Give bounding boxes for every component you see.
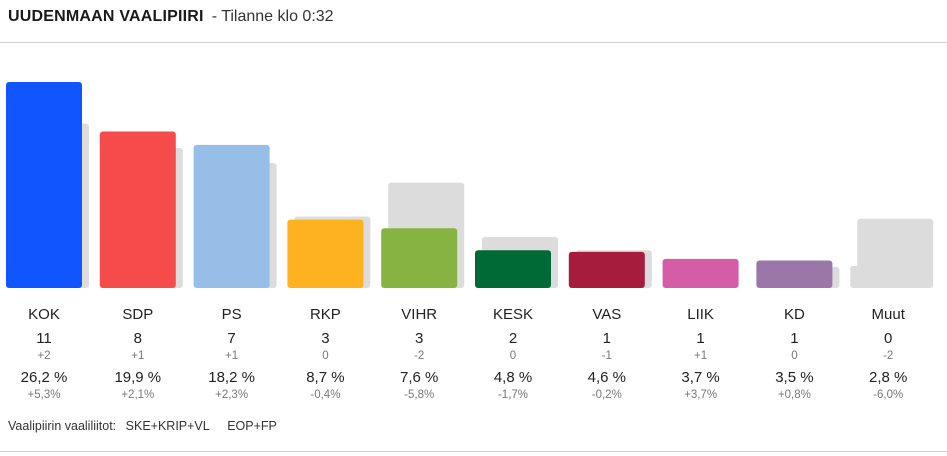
party-label: PS xyxy=(222,306,242,323)
party-label: SDP xyxy=(122,306,153,323)
party-label: LIIK xyxy=(687,306,714,323)
seat-change: 0 xyxy=(510,350,516,362)
status-time: - Tilanne klo 0:32 xyxy=(211,8,334,25)
vote-share: 4,6 % xyxy=(588,369,626,386)
vote-share-change: +0,8% xyxy=(778,389,811,401)
footer-divider xyxy=(0,451,947,452)
seat-change: -1 xyxy=(602,350,612,362)
chart-header: UUDENMAAN VAALIPIIRI - Tilanne klo 0:32 xyxy=(8,8,334,32)
vote-share: 2,8 % xyxy=(869,369,907,386)
seat-count: 11 xyxy=(36,330,52,347)
vote-share: 8,7 % xyxy=(306,369,344,386)
vote-share-change: -5,8% xyxy=(404,389,434,401)
vote-share-change: +2,3% xyxy=(215,389,248,401)
party-bar-ps xyxy=(193,144,270,288)
seat-count: 3 xyxy=(415,330,423,347)
vote-share-change: -1,7% xyxy=(498,389,528,401)
vote-share: 4,8 % xyxy=(494,369,532,386)
vote-share-change: +5,3% xyxy=(28,389,61,401)
vote-share: 26,2 % xyxy=(21,369,68,386)
vote-share: 7,6 % xyxy=(400,369,438,386)
alliance-item: SKE+KRIP+VL xyxy=(125,419,210,433)
seat-count: 0 xyxy=(884,330,892,347)
party-bar-kok xyxy=(6,82,82,288)
party-label: RKP xyxy=(310,306,341,323)
seat-count: 1 xyxy=(696,330,704,347)
vote-share-change: -0,2% xyxy=(592,389,622,401)
party-bar-rkp xyxy=(287,219,364,288)
seat-change: 0 xyxy=(322,350,328,362)
vote-share-change: +2,1% xyxy=(121,389,154,401)
party-bar-kesk xyxy=(475,250,551,288)
seat-count: 7 xyxy=(227,330,235,347)
chart-title: UUDENMAAN VAALIPIIRI xyxy=(8,8,204,25)
party-bar-liik xyxy=(662,258,739,288)
party-label: VAS xyxy=(592,306,621,323)
seat-count: 2 xyxy=(509,330,517,347)
seat-change: +1 xyxy=(694,350,707,362)
seat-count: 8 xyxy=(134,330,142,347)
alliances-line: Vaalipiirin vaaliliitot: SKE+KRIP+VL EOP… xyxy=(8,419,291,433)
seat-count: 1 xyxy=(790,330,798,347)
seat-change: +1 xyxy=(225,350,238,362)
seat-change: +1 xyxy=(131,350,144,362)
vote-share: 18,2 % xyxy=(208,369,255,386)
vote-share-change: -0,4% xyxy=(310,389,340,401)
party-bar-vas xyxy=(568,251,645,288)
vote-share: 3,5 % xyxy=(775,369,813,386)
seat-count: 1 xyxy=(603,330,611,347)
seat-change: -2 xyxy=(414,350,424,362)
party-bar-sdp xyxy=(99,131,176,288)
alliance-item: EOP+FP xyxy=(227,419,277,433)
party-label: KOK xyxy=(28,306,60,323)
party-bar-kd xyxy=(756,260,833,288)
party-label: Muut xyxy=(872,306,906,323)
party-label: KESK xyxy=(493,306,533,323)
vote-share-change: +3,7% xyxy=(684,389,717,401)
vote-share: 19,9 % xyxy=(114,369,161,386)
seat-change: +2 xyxy=(37,350,50,362)
seat-change: 0 xyxy=(791,350,797,362)
party-bar-muut xyxy=(850,265,927,288)
party-label: VIHR xyxy=(401,306,437,323)
alliances-label: Vaalipiirin vaaliliitot: xyxy=(8,419,117,433)
seat-change: -2 xyxy=(883,350,893,362)
vote-share-change: -6,0% xyxy=(873,389,903,401)
party-bar-vihr xyxy=(381,228,458,288)
seat-count: 3 xyxy=(321,330,329,347)
vote-share: 3,7 % xyxy=(681,369,719,386)
party-label: KD xyxy=(784,306,805,323)
header-divider xyxy=(0,42,947,43)
